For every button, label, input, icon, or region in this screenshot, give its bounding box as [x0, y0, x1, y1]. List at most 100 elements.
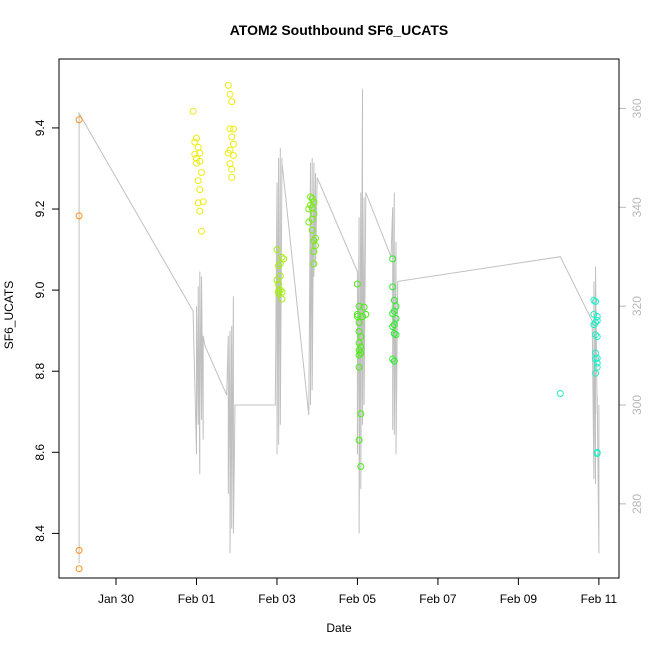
data-point — [194, 143, 202, 151]
data-point — [196, 207, 204, 215]
data-point — [275, 280, 283, 288]
x-tick-label: Feb 09 — [500, 592, 538, 606]
data-point — [389, 255, 397, 263]
data-point — [357, 463, 365, 470]
data-point — [592, 331, 599, 339]
data-point — [357, 410, 365, 418]
data-point — [355, 363, 363, 371]
data-point — [276, 260, 284, 268]
data-point — [275, 287, 283, 295]
y-tick-label: 9.2 — [33, 200, 47, 217]
data-point — [593, 313, 601, 320]
data-point — [196, 149, 204, 157]
x-tick-label: Feb 07 — [419, 592, 457, 606]
data-point — [357, 333, 365, 341]
data-point — [229, 125, 237, 133]
data-point — [229, 140, 237, 148]
y-axis-label: SF6_UCATS — [2, 281, 16, 349]
data-point — [359, 313, 366, 320]
data-point — [196, 186, 204, 194]
data-point — [390, 321, 398, 329]
data-point — [198, 169, 205, 176]
data-point — [592, 319, 599, 327]
data-point — [389, 283, 397, 291]
data-point — [275, 289, 283, 297]
data-point — [228, 165, 236, 173]
data-point — [224, 81, 232, 89]
axes: Jan 30 Feb 01 Feb 03 Feb 05 Feb 07 Feb 09 Feb … — [33, 98, 644, 606]
data-point — [392, 302, 400, 310]
series-line — [78, 88, 600, 564]
x-tick-label: Feb 11 — [581, 592, 618, 606]
y-tick-label: 9.4 — [33, 119, 47, 136]
data-point — [305, 218, 313, 226]
data-point — [310, 248, 318, 256]
data-point — [593, 333, 601, 341]
data-point — [389, 310, 397, 318]
data-point — [191, 150, 199, 158]
data-point — [75, 116, 83, 124]
data-point — [308, 204, 316, 212]
x-tick-label: Feb 03 — [258, 592, 296, 606]
data-point — [357, 349, 365, 357]
data-point — [228, 173, 236, 181]
data-point — [592, 355, 599, 363]
data-point — [360, 303, 368, 311]
data-point — [389, 355, 397, 363]
data-point — [75, 546, 83, 554]
data-point — [305, 205, 313, 213]
data-point — [355, 339, 363, 347]
data-point — [308, 195, 316, 202]
data-point — [199, 198, 207, 206]
y-tick-label: 8.6 — [33, 444, 47, 461]
y2-tick-label: 360 — [630, 98, 644, 118]
data-point — [278, 295, 286, 303]
right-axis-line-series — [78, 88, 600, 564]
data-point — [392, 315, 400, 322]
data-point — [280, 255, 288, 263]
data-point — [355, 351, 363, 359]
data-point — [226, 125, 234, 133]
data-point — [273, 276, 281, 284]
data-point — [308, 226, 316, 234]
data-point — [194, 177, 202, 185]
data-point — [593, 359, 601, 367]
data-point — [276, 286, 284, 294]
plot-frame — [58, 58, 620, 579]
data-point — [310, 260, 318, 268]
chart-title: ATOM2 Southbound SF6_UCATS — [230, 22, 449, 38]
data-point — [590, 296, 598, 304]
x-tick-label: Feb 01 — [178, 592, 216, 606]
y-tick-label: 8.4 — [33, 525, 47, 542]
x-tick-label: Jan 30 — [98, 592, 134, 606]
data-point — [592, 369, 599, 377]
data-point — [75, 212, 83, 220]
data-point — [353, 313, 361, 320]
data-point — [310, 237, 318, 245]
x-axis-label: Date — [326, 621, 352, 635]
data-point — [355, 436, 363, 444]
data-point — [191, 138, 199, 146]
data-point — [593, 450, 601, 457]
data-point — [278, 253, 286, 261]
data-point — [390, 357, 398, 365]
y2-tick-label: 280 — [630, 494, 644, 514]
data-point — [75, 565, 83, 573]
data-point — [229, 152, 237, 159]
y-tick-label: 8.8 — [33, 363, 47, 380]
data-point — [198, 227, 205, 235]
data-point — [389, 323, 397, 331]
data-point — [556, 390, 564, 397]
data-point — [592, 298, 599, 305]
x-tick-label: Feb 05 — [339, 592, 377, 606]
y-tick-label: 9.0 — [33, 281, 47, 298]
data-point — [278, 288, 286, 296]
data-point — [590, 321, 598, 329]
data-point — [390, 330, 398, 337]
data-point — [228, 133, 236, 141]
scatter-points — [75, 81, 601, 573]
data-point — [392, 331, 400, 339]
data-point — [353, 280, 361, 288]
data-point — [355, 319, 363, 327]
